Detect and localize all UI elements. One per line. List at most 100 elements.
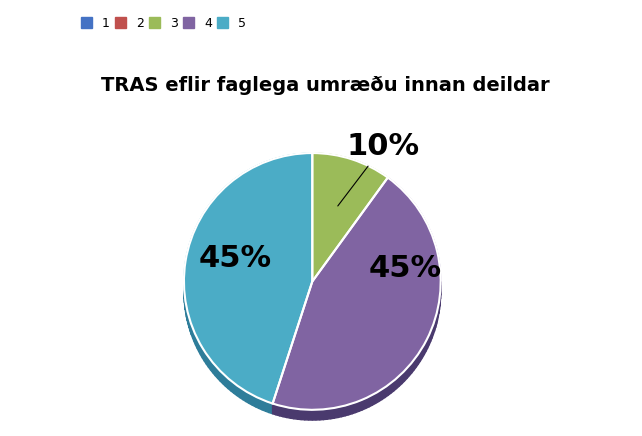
Polygon shape bbox=[407, 365, 410, 378]
Polygon shape bbox=[433, 321, 435, 335]
Polygon shape bbox=[327, 409, 331, 419]
Polygon shape bbox=[243, 389, 246, 402]
Polygon shape bbox=[189, 317, 190, 331]
Polygon shape bbox=[252, 395, 256, 407]
Polygon shape bbox=[220, 371, 223, 384]
Polygon shape bbox=[359, 400, 362, 411]
Polygon shape bbox=[200, 344, 202, 358]
Polygon shape bbox=[273, 281, 312, 414]
Polygon shape bbox=[372, 393, 376, 405]
Polygon shape bbox=[187, 310, 188, 324]
Polygon shape bbox=[287, 407, 290, 418]
Polygon shape bbox=[338, 406, 342, 418]
Polygon shape bbox=[202, 348, 204, 361]
Polygon shape bbox=[294, 409, 298, 419]
Wedge shape bbox=[312, 153, 388, 281]
Polygon shape bbox=[273, 403, 276, 415]
Polygon shape bbox=[399, 374, 402, 386]
Polygon shape bbox=[283, 406, 287, 418]
Polygon shape bbox=[394, 378, 396, 391]
Polygon shape bbox=[240, 388, 243, 400]
Polygon shape bbox=[414, 357, 416, 370]
Polygon shape bbox=[422, 344, 424, 358]
Polygon shape bbox=[246, 392, 249, 403]
Polygon shape bbox=[266, 401, 269, 412]
Polygon shape bbox=[345, 405, 349, 416]
Polygon shape bbox=[382, 388, 385, 400]
Polygon shape bbox=[376, 392, 379, 403]
Polygon shape bbox=[249, 393, 252, 405]
Polygon shape bbox=[421, 348, 422, 361]
Polygon shape bbox=[215, 365, 218, 378]
Polygon shape bbox=[194, 331, 196, 345]
Polygon shape bbox=[366, 397, 369, 409]
Polygon shape bbox=[428, 335, 429, 348]
Polygon shape bbox=[263, 400, 266, 411]
Polygon shape bbox=[419, 351, 421, 364]
Polygon shape bbox=[388, 383, 391, 395]
Polygon shape bbox=[298, 409, 301, 419]
Polygon shape bbox=[199, 341, 200, 355]
Polygon shape bbox=[256, 397, 259, 409]
Polygon shape bbox=[229, 378, 231, 391]
Polygon shape bbox=[223, 374, 225, 386]
Title: TRAS eflir faglega umræðu innan deildar: TRAS eflir faglega umræðu innan deildar bbox=[101, 76, 550, 95]
Polygon shape bbox=[204, 351, 206, 364]
Polygon shape bbox=[186, 307, 187, 321]
Polygon shape bbox=[391, 381, 394, 393]
Polygon shape bbox=[188, 314, 189, 328]
Polygon shape bbox=[197, 338, 199, 351]
Polygon shape bbox=[437, 307, 438, 321]
Polygon shape bbox=[190, 321, 191, 335]
Polygon shape bbox=[320, 409, 324, 420]
Wedge shape bbox=[273, 177, 440, 410]
Legend: 1, 2, 3, 4, 5: 1, 2, 3, 4, 5 bbox=[76, 12, 251, 35]
Polygon shape bbox=[276, 405, 280, 416]
Polygon shape bbox=[206, 354, 209, 367]
Polygon shape bbox=[193, 328, 194, 342]
Polygon shape bbox=[218, 368, 220, 381]
Polygon shape bbox=[324, 409, 327, 419]
Polygon shape bbox=[334, 407, 338, 418]
Polygon shape bbox=[404, 368, 407, 381]
Polygon shape bbox=[402, 371, 404, 384]
Polygon shape bbox=[426, 338, 428, 351]
Polygon shape bbox=[416, 354, 419, 367]
Text: 10%: 10% bbox=[338, 132, 419, 206]
Polygon shape bbox=[213, 363, 215, 376]
Polygon shape bbox=[309, 410, 312, 420]
Polygon shape bbox=[369, 395, 372, 407]
Polygon shape bbox=[269, 402, 273, 414]
Polygon shape bbox=[209, 357, 211, 370]
Polygon shape bbox=[234, 383, 237, 395]
Polygon shape bbox=[225, 376, 229, 389]
Polygon shape bbox=[424, 341, 426, 355]
Polygon shape bbox=[305, 409, 309, 420]
Text: 45%: 45% bbox=[199, 244, 272, 273]
Polygon shape bbox=[280, 405, 283, 417]
Polygon shape bbox=[349, 403, 352, 415]
Polygon shape bbox=[211, 360, 213, 373]
Polygon shape bbox=[259, 398, 263, 410]
Polygon shape bbox=[379, 389, 382, 402]
Polygon shape bbox=[312, 410, 316, 420]
Polygon shape bbox=[196, 335, 197, 348]
Polygon shape bbox=[316, 409, 320, 420]
Polygon shape bbox=[435, 314, 437, 328]
Polygon shape bbox=[429, 331, 431, 345]
Polygon shape bbox=[352, 402, 356, 414]
Polygon shape bbox=[396, 376, 399, 389]
Polygon shape bbox=[301, 409, 305, 420]
Polygon shape bbox=[431, 328, 432, 342]
Polygon shape bbox=[385, 385, 388, 398]
Polygon shape bbox=[410, 363, 412, 376]
Polygon shape bbox=[412, 360, 414, 373]
Polygon shape bbox=[290, 408, 294, 419]
Polygon shape bbox=[432, 324, 433, 338]
Text: 45%: 45% bbox=[368, 254, 441, 283]
Polygon shape bbox=[342, 405, 345, 417]
Wedge shape bbox=[184, 153, 312, 403]
Polygon shape bbox=[273, 281, 312, 414]
Polygon shape bbox=[362, 398, 366, 410]
Polygon shape bbox=[231, 381, 234, 393]
